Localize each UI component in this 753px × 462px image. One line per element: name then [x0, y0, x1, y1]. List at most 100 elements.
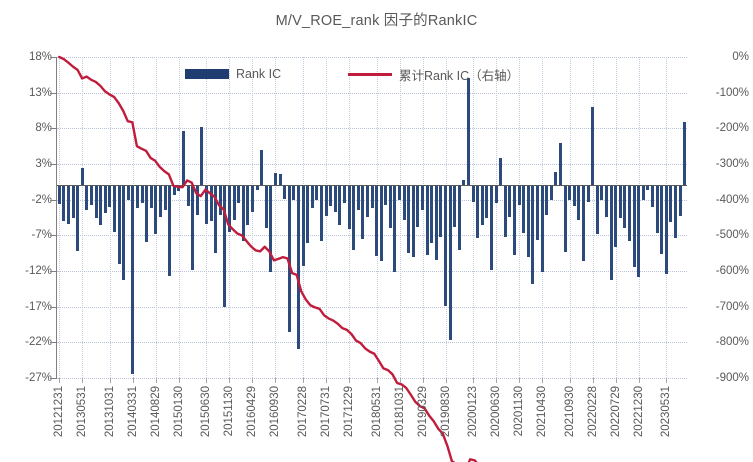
x-axis-tick	[592, 378, 594, 383]
bar	[416, 185, 420, 228]
x-axis-tick-label: 20220228	[586, 386, 599, 438]
bar	[218, 185, 222, 215]
bar	[66, 185, 70, 224]
bar	[301, 185, 305, 266]
x-axis-tick-label: 20140331	[126, 386, 139, 438]
gridline-vertical	[496, 57, 498, 378]
bar	[499, 157, 503, 186]
bar	[370, 185, 374, 209]
bar	[508, 185, 512, 218]
x-axis-tick	[569, 378, 571, 383]
bar	[122, 185, 126, 280]
bar	[623, 185, 627, 229]
gridline-vertical	[178, 57, 180, 378]
bar	[103, 185, 107, 214]
bar	[204, 185, 208, 224]
bar	[273, 173, 277, 186]
bar	[632, 185, 636, 268]
x-axis-tick	[376, 378, 378, 383]
y-axis-right-tick-label: -400%	[715, 193, 749, 206]
bar	[398, 185, 402, 201]
bar	[444, 185, 448, 306]
bar	[209, 185, 213, 222]
bar	[269, 185, 273, 273]
x-axis-tick	[178, 378, 180, 383]
bar	[135, 185, 139, 208]
bar	[80, 168, 84, 186]
bar	[549, 185, 553, 200]
bar	[545, 185, 549, 215]
x-axis-tick	[303, 378, 305, 383]
bar	[434, 185, 438, 261]
gridline-vertical	[422, 57, 424, 378]
x-axis-tick	[275, 378, 277, 383]
gridline-vertical	[592, 57, 594, 378]
bar	[255, 185, 259, 191]
bar	[163, 185, 167, 211]
y-axis-right-tick-label: -100%	[715, 86, 749, 99]
bar	[131, 185, 135, 375]
bar	[618, 185, 622, 219]
y-axis-right-tick-label: -200%	[715, 122, 749, 135]
x-axis-tick-label: 20170228	[297, 386, 310, 438]
y-axis-left-tick-label: -2%	[31, 193, 52, 206]
x-axis-tick-label: 20200123	[467, 386, 480, 438]
y-axis-left-tick-label: -27%	[25, 372, 52, 384]
bar	[214, 185, 218, 254]
y-axis-right-tick-label: -800%	[715, 336, 749, 349]
legend-item-rank-ic: Rank IC	[185, 63, 281, 85]
bar	[112, 185, 116, 233]
x-axis-tick-label: 20220729	[609, 386, 622, 438]
bar	[117, 185, 121, 264]
x-axis-tick-label: 20230531	[660, 386, 673, 438]
bar	[232, 185, 236, 221]
bar	[365, 185, 369, 217]
bar	[181, 131, 185, 186]
bar	[149, 185, 153, 208]
gridline-vertical	[569, 57, 571, 378]
legend-item-cumulative: 累计Rank IC（右轴）	[348, 63, 519, 85]
bar	[471, 185, 475, 202]
bar	[375, 185, 379, 256]
x-axis-tick-label: 20210430	[536, 386, 549, 438]
bar	[485, 185, 489, 219]
x-axis-tick-label: 20190830	[439, 386, 452, 438]
bar	[568, 185, 572, 200]
zero-line	[57, 185, 687, 187]
gridline-horizontal	[57, 164, 687, 165]
bar	[407, 185, 411, 254]
bar	[287, 185, 291, 333]
left-axis-line	[56, 57, 57, 378]
x-axis-tick	[422, 378, 424, 383]
bar	[421, 185, 425, 210]
x-axis-tick	[229, 378, 231, 383]
bar	[540, 185, 544, 273]
y-axis-right-tick-label: -500%	[715, 229, 749, 242]
gridline-vertical	[275, 57, 277, 378]
bar	[411, 185, 415, 257]
bar	[315, 185, 319, 200]
y-axis-left-tick	[50, 92, 57, 94]
gridline-vertical	[82, 57, 84, 378]
bar	[536, 185, 540, 240]
legend-label-cumulative: 累计Rank IC（右轴）	[399, 68, 520, 83]
y-axis-left-tick-label: 3%	[35, 158, 52, 170]
bar	[586, 185, 590, 202]
bar	[655, 185, 659, 234]
x-axis-tick-label: 20201130	[513, 386, 526, 437]
x-axis-tick	[349, 378, 350, 383]
x-axis-tick	[82, 378, 84, 383]
x-axis-tick	[206, 378, 208, 383]
x-axis-tick-label: 20221230	[632, 386, 645, 438]
gridline-horizontal	[57, 92, 687, 94]
y-axis-right-tick-label: -900%	[715, 372, 749, 384]
y-axis-left-tick-label: 18%	[28, 51, 52, 63]
bar	[651, 185, 654, 207]
gridline-horizontal	[57, 128, 687, 130]
bar	[646, 185, 650, 191]
y-axis-left-tick	[50, 306, 57, 308]
bar	[430, 185, 434, 244]
bar	[292, 185, 296, 201]
x-axis-tick-label: 20160429	[246, 386, 259, 438]
